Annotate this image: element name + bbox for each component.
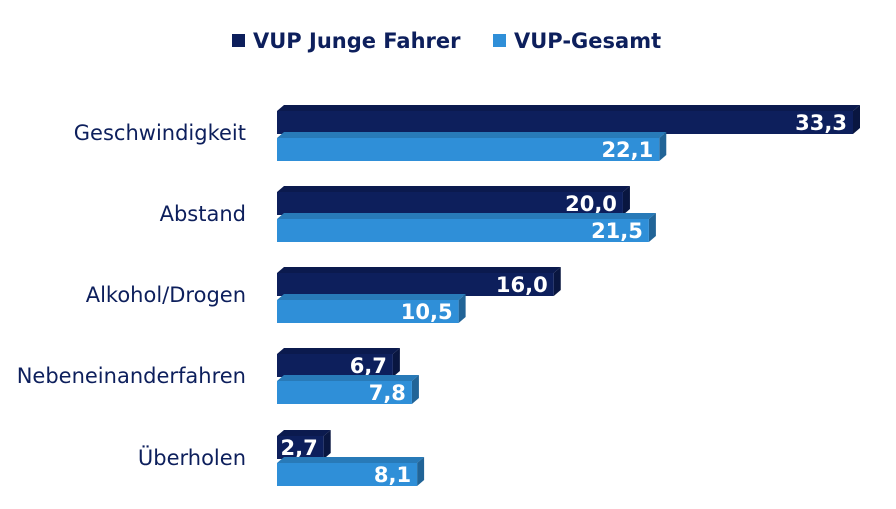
value-label: 22,1 xyxy=(601,138,653,162)
legend-swatch-gesamt xyxy=(493,34,506,47)
category-label-abstand: Abstand xyxy=(160,202,246,226)
bar-side-face xyxy=(659,132,667,161)
category-label-nebeneinanderfahren: Nebeneinanderfahren xyxy=(17,364,246,388)
bar-top-face xyxy=(277,294,466,300)
category-label-alkohol-drogen: Alkohol/Drogen xyxy=(86,283,246,307)
value-label: 8,1 xyxy=(374,463,411,487)
bar-junge-fahrer-nebeneinanderfahren xyxy=(277,348,400,377)
value-label: 10,5 xyxy=(401,300,453,324)
bar-side-face xyxy=(417,457,425,486)
value-label: 33,3 xyxy=(795,111,847,135)
bar-gesamt-abstand xyxy=(277,213,656,242)
legend-label-gesamt: VUP-Gesamt xyxy=(514,29,661,53)
bar-gesamt-geschwindigkeit xyxy=(277,132,667,161)
bar-junge-fahrer-geschwindigkeit xyxy=(277,105,860,134)
bar-top-face xyxy=(277,132,667,138)
bar-side-face xyxy=(648,213,656,242)
bar-top-face xyxy=(277,267,561,273)
bar-gesamt-nebeneinanderfahren xyxy=(277,375,419,404)
bar-top-face xyxy=(277,105,860,111)
bar-side-face xyxy=(853,105,860,134)
value-label: 2,7 xyxy=(280,436,317,460)
bar-junge-fahrer-abstand xyxy=(277,186,630,215)
value-label: 20,0 xyxy=(565,192,617,216)
bar-side-face xyxy=(392,348,400,377)
bar-front-face xyxy=(277,354,393,377)
category-label-geschwindigkeit: Geschwindigkeit xyxy=(74,121,246,145)
value-label: 7,8 xyxy=(369,381,406,405)
bar-front-face xyxy=(277,463,418,486)
bar-front-face xyxy=(277,111,853,134)
bar-side-face xyxy=(323,430,331,459)
value-label: 16,0 xyxy=(496,273,548,297)
bar-front-face xyxy=(277,381,412,404)
bar-side-face xyxy=(553,267,561,296)
bars-group: Geschwindigkeit 33,3 22,1 Abstand 20,0 21,5 Al… xyxy=(17,105,860,487)
value-label: 21,5 xyxy=(591,219,643,243)
bar-side-face xyxy=(622,186,630,215)
bar-top-face xyxy=(277,348,400,354)
bar-side-face xyxy=(411,375,419,404)
bar-front-face xyxy=(277,273,554,296)
bar-front-face xyxy=(277,219,649,242)
bar-top-face xyxy=(277,430,331,436)
bar-front-face xyxy=(277,192,623,215)
bar-top-face xyxy=(277,186,630,192)
bar-top-face xyxy=(277,375,419,381)
legend-label-junge-fahrer: VUP Junge Fahrer xyxy=(253,29,461,53)
bar-front-face xyxy=(277,138,660,161)
bar-gesamt--berholen xyxy=(277,457,425,486)
bar-side-face xyxy=(458,294,466,323)
bar-gesamt-alkohol-drogen xyxy=(277,294,466,323)
bar-front-face xyxy=(277,436,324,459)
bar-junge-fahrer--berholen xyxy=(277,430,331,459)
bar-front-face xyxy=(277,300,459,323)
legend-swatch-junge-fahrer xyxy=(232,34,245,47)
category-label--berholen: Überholen xyxy=(138,445,246,470)
bar-top-face xyxy=(277,457,425,463)
value-label: 6,7 xyxy=(350,354,387,378)
bar-junge-fahrer-alkohol-drogen xyxy=(277,267,561,296)
legend: VUP Junge Fahrer VUP-Gesamt xyxy=(232,29,661,53)
bar-top-face xyxy=(277,213,656,219)
